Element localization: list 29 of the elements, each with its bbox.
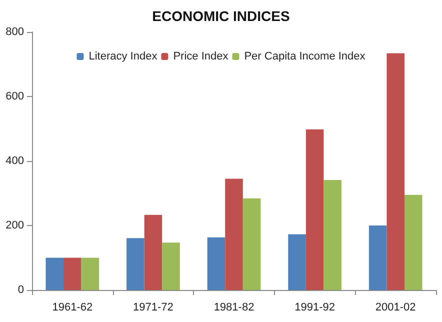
bar — [225, 178, 243, 290]
bar — [404, 194, 422, 290]
y-tick-label: 400 — [6, 155, 24, 167]
x-tick-label: 2001-02 — [375, 302, 416, 314]
x-tick-label: 1961-62 — [52, 302, 93, 314]
x-tick-label: 1991-92 — [294, 302, 335, 314]
bar — [207, 237, 226, 290]
bar — [126, 238, 144, 290]
chart-title: ECONOMIC INDICES — [152, 8, 290, 24]
bar — [306, 129, 324, 290]
bar — [162, 242, 180, 290]
y-tick-label: 200 — [6, 220, 24, 232]
legend-label: Price Index — [173, 50, 229, 62]
bar — [288, 234, 306, 290]
bar — [368, 226, 387, 290]
y-tick-label: 800 — [6, 26, 24, 38]
bar — [386, 53, 404, 290]
bar — [242, 198, 261, 290]
y-tick-label: 600 — [6, 90, 24, 102]
bar — [46, 258, 64, 290]
bar — [81, 258, 100, 290]
x-tick-label: 1971-72 — [133, 302, 174, 314]
bar — [144, 214, 162, 290]
legend-label: Literacy Index — [88, 50, 158, 62]
y-tick-label: 0 — [18, 284, 24, 296]
bar — [324, 180, 342, 290]
x-tick-label: 1981-82 — [214, 302, 254, 314]
bar — [64, 258, 82, 290]
legend-label: Per Capita Income Index — [244, 50, 366, 62]
